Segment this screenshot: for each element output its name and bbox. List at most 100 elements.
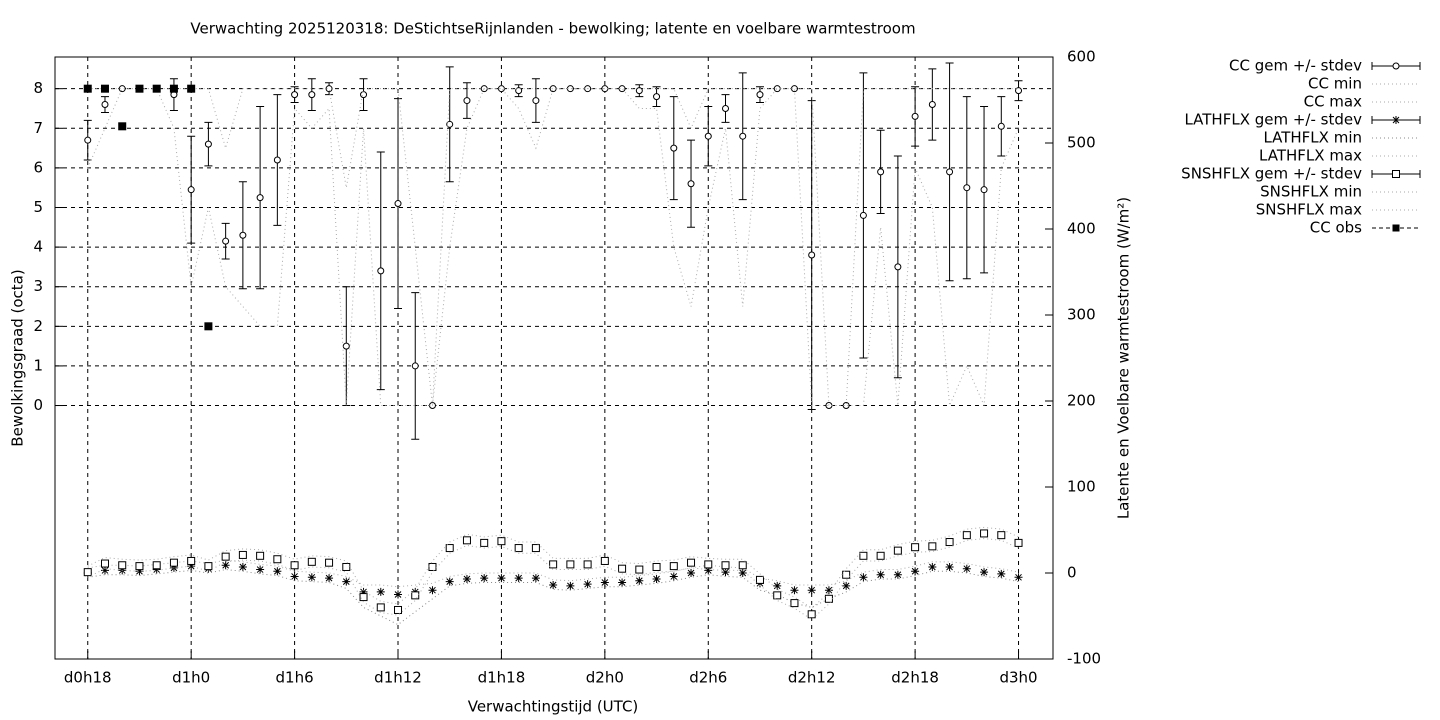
point — [635, 576, 644, 585]
point — [187, 186, 195, 194]
point — [152, 84, 161, 93]
legend-label: SNSHFLX min — [1260, 183, 1362, 201]
point — [118, 561, 127, 570]
point — [152, 565, 161, 574]
x-tick-label: d1h12 — [374, 669, 422, 687]
point — [807, 610, 816, 619]
legend-label: LATHFLX gem +/- stdev — [1184, 111, 1362, 129]
point — [962, 564, 971, 573]
y2-tick-label: 500 — [1067, 134, 1096, 152]
point — [238, 562, 247, 571]
point — [342, 577, 351, 586]
point — [687, 180, 695, 188]
point — [876, 551, 885, 560]
point — [842, 581, 851, 590]
y-axis-label: Bewolkingsgraad (octa) — [9, 269, 27, 446]
point — [738, 561, 747, 570]
legend-marker — [1392, 116, 1400, 124]
point — [773, 85, 781, 93]
y2-axis-label: Latente en Voelbare warmtestroom (W/m²) — [1115, 197, 1133, 519]
y2-tick-label: 200 — [1067, 392, 1096, 410]
point — [739, 132, 747, 140]
point — [221, 561, 230, 570]
point — [83, 568, 92, 577]
point — [325, 558, 334, 567]
point — [704, 560, 713, 569]
point — [497, 574, 506, 583]
point — [531, 544, 540, 553]
legend-point — [1392, 224, 1400, 232]
point — [997, 531, 1006, 540]
y2-tick-label: 300 — [1067, 306, 1096, 324]
x-tick-label: d1h6 — [276, 669, 314, 687]
point — [325, 574, 334, 583]
x-tick-label: d3h0 — [999, 669, 1037, 687]
point — [462, 575, 471, 584]
point — [945, 538, 954, 547]
legend-label: CC gem +/- stdev — [1229, 57, 1362, 75]
point — [101, 101, 109, 109]
point — [911, 112, 919, 120]
point — [618, 564, 627, 573]
point — [963, 184, 971, 192]
point — [825, 402, 833, 410]
point — [256, 551, 265, 560]
point — [325, 85, 333, 93]
point — [704, 566, 713, 575]
point — [446, 120, 454, 128]
point — [928, 562, 937, 571]
point — [152, 561, 161, 570]
point — [653, 93, 661, 101]
y-tick-label: 2 — [33, 317, 43, 335]
point — [394, 605, 403, 614]
legend-marker — [1392, 170, 1400, 178]
point — [428, 586, 437, 595]
point — [100, 559, 109, 568]
point — [359, 593, 368, 602]
point — [462, 536, 471, 545]
point — [291, 91, 299, 99]
point — [635, 87, 643, 95]
point — [1014, 538, 1023, 547]
point — [773, 581, 782, 590]
point — [84, 136, 92, 144]
y-tick-label: 3 — [33, 277, 43, 295]
point — [273, 156, 281, 164]
point — [307, 557, 316, 566]
point — [824, 586, 833, 595]
point — [187, 84, 196, 93]
y2-tick-label: 100 — [1067, 478, 1096, 496]
point — [894, 263, 902, 271]
point — [669, 572, 678, 581]
x-tick-label: d0h18 — [64, 669, 112, 687]
point — [118, 85, 126, 93]
point — [1014, 573, 1023, 582]
point — [204, 140, 212, 148]
point — [239, 231, 247, 239]
y-tick-label: 1 — [33, 356, 43, 374]
legend-marker — [1392, 62, 1400, 70]
point — [687, 558, 696, 567]
point — [445, 544, 454, 553]
range-line — [87, 88, 1019, 407]
y2-tick-label: 600 — [1067, 48, 1096, 66]
point — [307, 573, 316, 582]
x-tick-label: d2h18 — [891, 669, 939, 687]
point — [877, 168, 885, 176]
legend-marker — [1392, 224, 1400, 232]
point — [600, 578, 609, 587]
point — [635, 565, 644, 574]
point — [583, 580, 592, 589]
point — [204, 562, 213, 571]
point — [256, 565, 265, 574]
point — [394, 590, 403, 599]
point — [100, 84, 109, 93]
point — [359, 587, 368, 596]
point — [911, 543, 920, 552]
point — [135, 84, 144, 93]
range-line — [87, 538, 1019, 621]
point — [222, 237, 230, 245]
point — [755, 575, 764, 584]
y2-tick-label: 0 — [1067, 564, 1077, 582]
